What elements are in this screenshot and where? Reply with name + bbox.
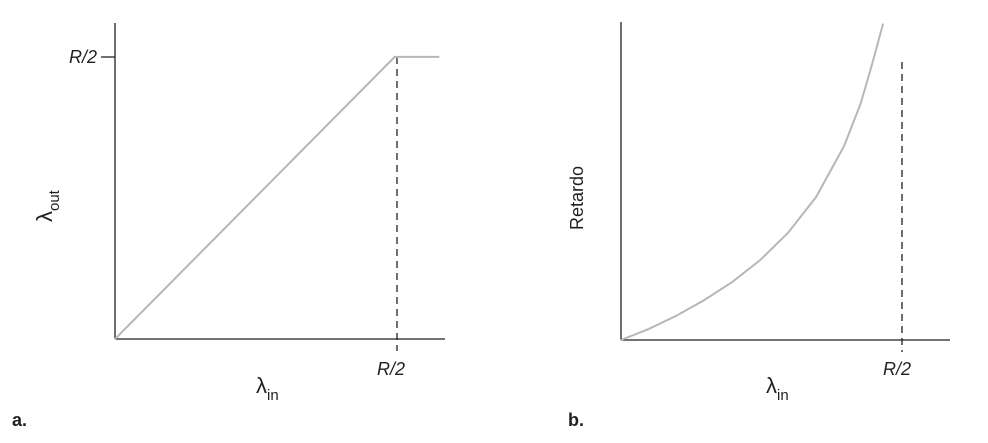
panel-a-series-line <box>114 55 440 340</box>
panel-a-y-tick-label: R/2 <box>69 47 97 67</box>
panel-b-x-tick-label: R/2 <box>883 359 911 379</box>
panel-a-chart: R/2 R/2 λin λout a. <box>12 23 445 430</box>
panel-b-x-axis-label: λin <box>766 373 789 404</box>
panel-a-x-axis-label: λin <box>256 373 279 404</box>
panel-a-y-axis-label: λout <box>32 189 63 222</box>
panel-b-label: b. <box>568 410 584 430</box>
panel-b-y-axis-label: Retardo <box>567 166 587 230</box>
panel-a-x-tick-label: R/2 <box>377 359 405 379</box>
panel-b-chart: R/2 λin Retardo b. <box>567 22 950 430</box>
panel-a-label: a. <box>12 410 27 430</box>
panel-b-series-line <box>620 23 885 341</box>
